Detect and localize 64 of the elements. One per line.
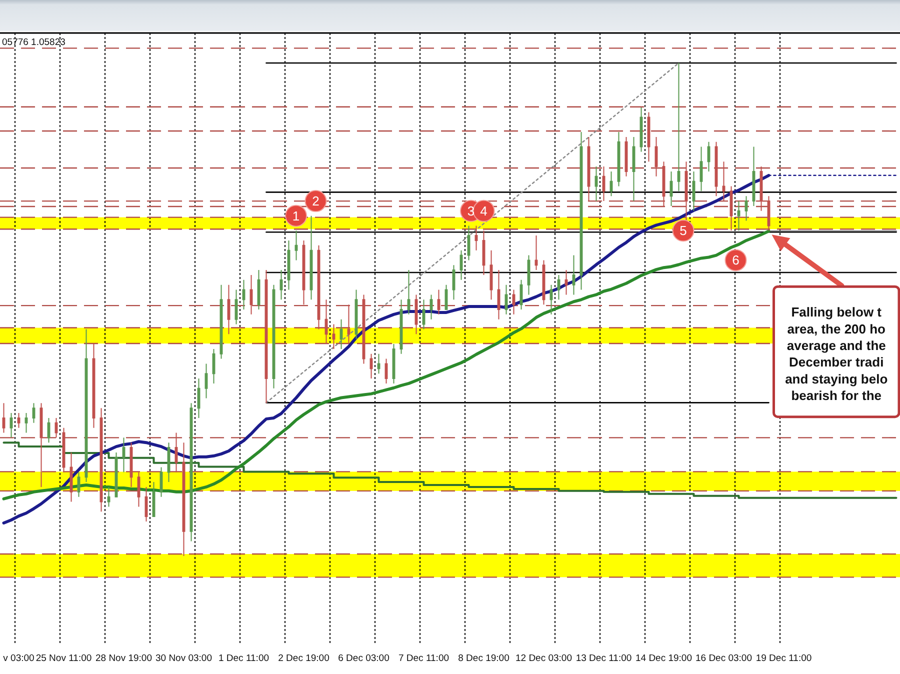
- annotation: 4: [480, 203, 488, 218]
- candlestick: [677, 62, 680, 192]
- candlestick: [737, 200, 740, 232]
- candlestick: [340, 318, 343, 350]
- candlestick: [250, 274, 253, 315]
- candlestick: [700, 146, 703, 192]
- candlestick: [632, 136, 636, 202]
- candlestick: [564, 270, 568, 296]
- candlestick: [572, 254, 576, 296]
- candlestick: [557, 274, 560, 300]
- candlestick: [534, 235, 538, 271]
- x-tick-label: 12 Dec 03:00: [515, 653, 572, 664]
- candlestick: [670, 170, 673, 206]
- x-tick-label: 1 Dec 11:00: [218, 653, 270, 664]
- candlestick: [122, 437, 126, 473]
- text: 05776 1.05823: [2, 37, 66, 48]
- candlestick: [242, 279, 246, 310]
- candlestick: [24, 412, 28, 434]
- candlestick: [17, 412, 20, 428]
- annotation: 2: [312, 194, 320, 209]
- candlestick: [407, 270, 410, 315]
- candlestick: [294, 230, 298, 261]
- candlestick: [377, 353, 380, 374]
- x-tick-label: 2 Dec 19:00: [278, 653, 330, 664]
- candlestick: [610, 170, 613, 197]
- candlestick: [40, 402, 43, 488]
- candlestick: [497, 270, 500, 320]
- x-tick-label: 13 Dec 11:00: [576, 653, 632, 664]
- x-tick-label: 6 Dec 03:00: [338, 653, 390, 664]
- candlestick: [347, 304, 350, 345]
- annotation: 1: [292, 208, 300, 224]
- x-tick-label: 19 Dec 11:00: [756, 653, 812, 664]
- candlestick: [744, 196, 748, 222]
- candlestick: [594, 166, 598, 202]
- candlestick: [550, 284, 553, 315]
- candlestick: [370, 353, 373, 380]
- annotation: 3: [467, 203, 475, 218]
- x-tick-label: v 03:00: [3, 653, 34, 664]
- candlestick: [107, 486, 110, 508]
- candlestick: [602, 166, 606, 202]
- candlestick: [204, 363, 208, 399]
- x-tick-label: 14 Dec 19:00: [635, 653, 692, 664]
- candlestick: [437, 289, 440, 315]
- candlestick: [332, 324, 336, 350]
- candlestick: [310, 215, 313, 300]
- candlestick: [512, 289, 516, 315]
- candlestick: [227, 284, 230, 335]
- annotation: Falling below t area, the 200 ho average and the December tradi and staying belo bearish for the: [785, 304, 888, 404]
- candlestick: [174, 432, 178, 473]
- candlestick: [430, 294, 433, 320]
- candlestick: [280, 270, 283, 300]
- x-tick-label: 28 Nov 19:00: [95, 653, 152, 664]
- candlestick: [324, 299, 328, 345]
- candlestick: [10, 412, 13, 438]
- x-tick-label: 25 Nov 11:00: [36, 653, 92, 664]
- annotation: 6: [732, 252, 740, 268]
- x-tick-label: 7 Dec 11:00: [398, 653, 450, 664]
- x-tick-label: 30 Nov 03:00: [155, 653, 212, 664]
- candlestick: [722, 161, 726, 202]
- annotation: 5: [680, 223, 687, 238]
- candlestick: [2, 402, 6, 434]
- x-tick-label: 16 Dec 03:00: [695, 653, 752, 664]
- x-tick-label: 8 Dec 19:00: [458, 653, 510, 664]
- candlestick: [474, 225, 478, 251]
